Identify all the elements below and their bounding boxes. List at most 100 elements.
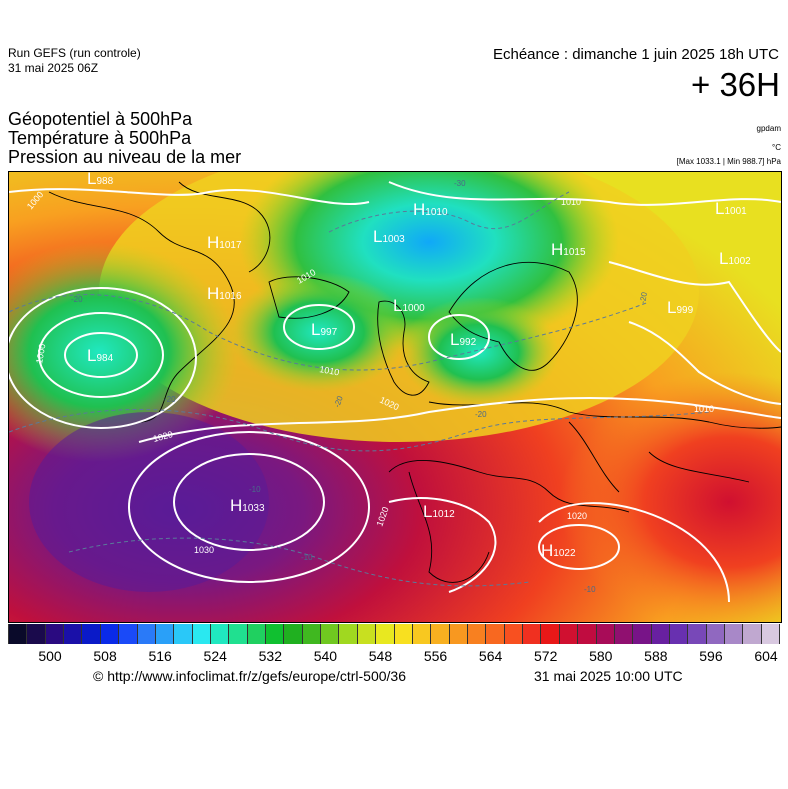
colorbar-swatch — [596, 624, 615, 644]
center-16: H1022 — [541, 541, 576, 560]
colorbar-swatch — [82, 624, 101, 644]
colorbar-swatch — [467, 624, 487, 644]
lead-time: + 36H — [691, 66, 780, 103]
field-pressure: Pression au niveau de la mer — [8, 147, 242, 167]
run-title: Run GEFS (run controle) — [8, 46, 141, 60]
colorbar-swatch — [394, 624, 413, 644]
center-10: H1015 — [551, 240, 586, 259]
colorbar-swatch — [578, 624, 597, 644]
colorbar-tick-label: 500 — [38, 648, 62, 664]
colorbar-tick-label: 524 — [203, 648, 227, 664]
colorbar-swatch — [119, 624, 138, 644]
colorbar-tick-label: 540 — [313, 648, 338, 664]
isotherm-label: -10 — [584, 585, 596, 594]
isobars — [9, 181, 781, 603]
center-14: H1033 — [230, 496, 265, 515]
colorbar-swatch — [45, 624, 65, 644]
center-6: L1003 — [373, 227, 405, 246]
isotherm-label: -20 — [71, 295, 83, 304]
colorbar-swatch — [449, 624, 468, 644]
center-12: L1002 — [719, 249, 751, 268]
isobar-label: 1010 — [694, 404, 714, 414]
colorbar-swatch — [669, 624, 689, 644]
colorbar-tick-label: 564 — [478, 648, 503, 664]
temperature-labels: -20 -20 -20 -20 -10 -10 -10 -30 -20 — [71, 179, 649, 594]
colorbar-swatch — [376, 624, 395, 644]
colorbar-tick-label: 596 — [699, 648, 723, 664]
colorbar-swatch — [688, 624, 707, 644]
weather-map: L988 L984 H1017 H1016 H1010 L1003 L997 L… — [8, 171, 782, 623]
colorbar-swatch — [247, 624, 267, 644]
colorbar-swatch — [725, 624, 744, 644]
colorbar — [8, 624, 781, 644]
colorbar-swatch — [27, 624, 46, 644]
center-13: L999 — [667, 298, 694, 317]
colorbar-tick-label: 516 — [148, 648, 172, 664]
colorbar-tick-label: 604 — [754, 648, 778, 664]
center-1: L988 — [87, 172, 114, 188]
colorbar-swatch — [614, 624, 634, 644]
colorbar-swatch — [339, 624, 358, 644]
run-date: 31 mai 2025 06Z — [8, 61, 99, 75]
center-7: L997 — [311, 320, 338, 339]
temperature-isotherms — [9, 191, 710, 587]
source-credit: © http://www.infoclimat.fr/z/gefs/europe… — [93, 668, 407, 684]
isobar-label: 1000 — [34, 343, 47, 364]
colorbar-swatch — [412, 624, 432, 644]
center-3: H1017 — [207, 233, 242, 252]
colorbar-swatch — [8, 624, 28, 644]
isotherm-label: -10 — [301, 553, 313, 562]
colorbar-swatch — [706, 624, 726, 644]
coastlines — [48, 181, 781, 583]
isobar-label: 1020 — [567, 511, 587, 521]
colorbar-swatch — [633, 624, 652, 644]
center-15: L1012 — [423, 502, 455, 521]
center-11: L1001 — [715, 199, 747, 218]
issued-time: 31 mai 2025 10:00 UTC — [534, 668, 683, 684]
isotherm-label: -20 — [332, 394, 345, 408]
colorbar-tick-label: 532 — [258, 648, 282, 664]
unit-temperature: °C — [772, 143, 781, 152]
colorbar-swatch — [137, 624, 156, 644]
colorbar-tick-label: 580 — [589, 648, 613, 664]
isobar-label: 1010 — [319, 364, 340, 377]
colorbar-swatch — [651, 624, 670, 644]
center-4: H1016 — [207, 284, 242, 303]
isobar-label: 1010 — [561, 197, 581, 207]
colorbar-swatch — [321, 624, 340, 644]
colorbar-swatch — [100, 624, 120, 644]
colorbar-swatch — [174, 624, 193, 644]
colorbar-tick-label: 588 — [644, 648, 668, 664]
pressure-minmax: [Max 1033.1 | Min 988.7] hPa — [676, 157, 781, 166]
colorbar-swatch — [541, 624, 560, 644]
colorbar-swatch — [284, 624, 303, 644]
map-canvas: L988 L984 H1017 H1016 H1010 L1003 L997 L… — [9, 172, 781, 622]
colorbar-tick-label: 556 — [423, 648, 448, 664]
isotherm-label: -10 — [249, 485, 261, 494]
colorbar-swatch — [504, 624, 524, 644]
colorbar-swatch — [431, 624, 450, 644]
colorbar-swatch — [210, 624, 230, 644]
isotherm-label: -20 — [164, 395, 176, 404]
colorbar-swatch — [357, 624, 377, 644]
colorbar-swatch — [192, 624, 211, 644]
colorbar-swatch — [302, 624, 322, 644]
unit-geopotential: gpdam — [756, 124, 781, 133]
center-8: L1000 — [393, 296, 425, 315]
colorbar-swatch — [523, 624, 542, 644]
colorbar-swatch — [486, 624, 505, 644]
isotherm-label: -30 — [454, 179, 466, 188]
colorbar-tick-label: 508 — [93, 648, 117, 664]
center-9: L992 — [450, 330, 477, 349]
field-temperature: Température à 500hPa — [8, 128, 192, 148]
colorbar-swatch — [155, 624, 175, 644]
center-2: L984 — [87, 346, 114, 365]
colorbar-swatch — [559, 624, 579, 644]
colorbar-swatch — [229, 624, 248, 644]
pressure-centers: L988 L984 H1017 H1016 H1010 L1003 L997 L… — [87, 172, 751, 560]
colorbar-ticks: 500 508 516 524 532 540 548 556 564 572 580 588 596 6… — [0, 648, 788, 668]
colorbar-tick-label: 572 — [534, 648, 558, 664]
forecast-valid-time: Echéance : dimanche 1 juin 2025 18h UTC — [492, 46, 779, 63]
isotherm-label: -20 — [638, 291, 649, 304]
isotherm-label: -20 — [475, 410, 487, 419]
